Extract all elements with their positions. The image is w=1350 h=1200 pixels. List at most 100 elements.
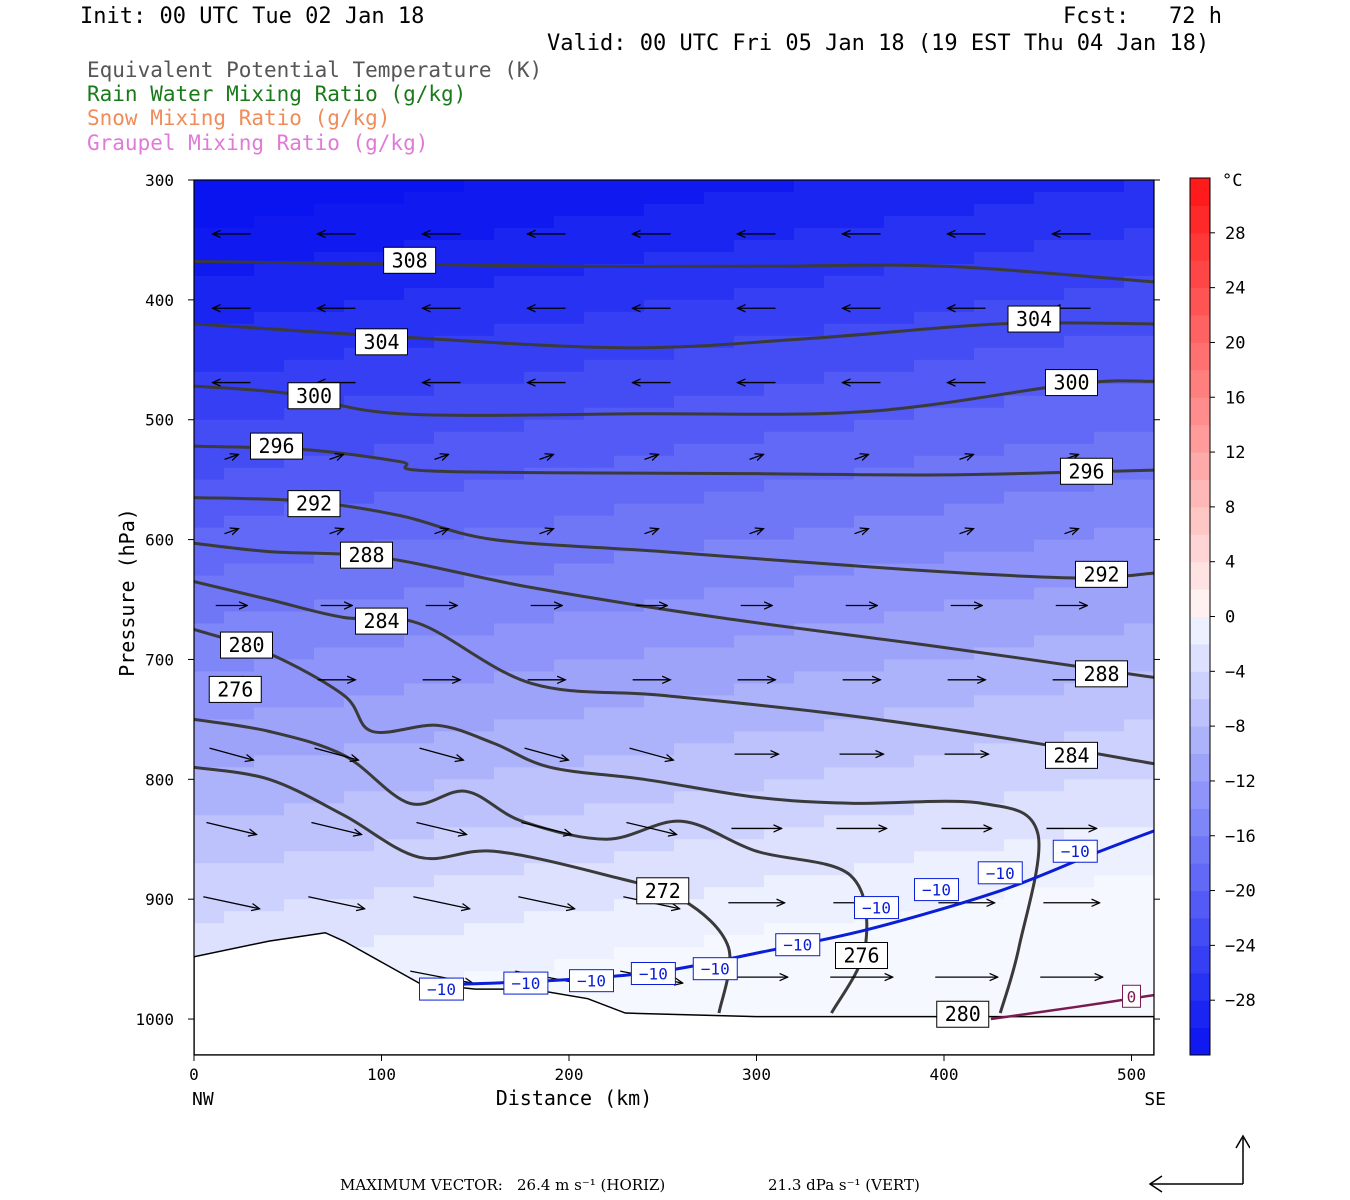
shading-cell: [704, 515, 735, 529]
shading-cell: [644, 287, 675, 301]
shading-cell: [704, 395, 735, 409]
shading-cell: [944, 515, 975, 529]
shading-cell: [194, 311, 225, 325]
shading-cell: [1124, 347, 1154, 361]
colorbar-bin: [1190, 1000, 1210, 1029]
shading-cell: [914, 347, 945, 361]
shading-cell: [1064, 491, 1095, 505]
shading-cell: [914, 203, 945, 217]
shading-cell: [494, 563, 525, 577]
shading-cell: [1094, 647, 1125, 661]
shading-cell: [734, 911, 765, 924]
colorbar-bin: [1190, 561, 1210, 590]
shading-cell: [914, 947, 945, 960]
colorbar-bin: [1190, 452, 1210, 480]
shading-cell: [224, 263, 255, 277]
shading-cell: [614, 695, 645, 708]
shading-cell: [344, 491, 375, 505]
shading-cell: [314, 731, 345, 744]
shading-cell: [464, 191, 495, 205]
shading-cell: [1094, 815, 1125, 828]
shading-cell: [974, 695, 1005, 708]
shading-cell: [224, 467, 255, 481]
shading-cell: [284, 371, 315, 385]
shading-cell: [404, 779, 435, 792]
shading-cell: [194, 875, 225, 888]
shading-cell: [854, 311, 885, 325]
shading-cell: [614, 479, 645, 493]
shading-cell: [674, 323, 705, 337]
shading-cell: [1124, 515, 1154, 529]
shading-cell: [194, 515, 225, 529]
shading-cell: [584, 755, 615, 768]
shading-cell: [1094, 887, 1125, 900]
shading-cell: [284, 299, 315, 313]
shading-cell: [1004, 695, 1035, 708]
shading-cell: [824, 587, 855, 601]
shading-cell: [1094, 407, 1125, 421]
shading-cell: [1124, 947, 1154, 960]
shading-cell: [434, 899, 465, 912]
shading-cell: [374, 395, 405, 409]
shading-cell: [584, 695, 615, 708]
theta-e-label-292: 292: [1083, 562, 1119, 586]
shading-cell: [554, 707, 585, 720]
shading-cell: [344, 647, 375, 661]
shading-cell: [434, 887, 465, 900]
shading-cell: [254, 347, 285, 361]
shading-cell: [824, 335, 855, 349]
shading-cell: [1124, 839, 1154, 852]
shading-cell: [1124, 827, 1154, 840]
shading-cell: [944, 239, 975, 253]
shading-cell: [194, 611, 225, 625]
shading-cell: [884, 395, 915, 409]
shading-cell: [734, 815, 765, 828]
shading-cell: [764, 887, 795, 900]
shading-cell: [824, 395, 855, 409]
shading-cell: [434, 575, 465, 589]
shading-cell: [764, 671, 795, 685]
shading-cell: [584, 455, 615, 469]
shading-cell: [884, 863, 915, 876]
shading-cell: [824, 635, 855, 649]
wind-vector: [524, 747, 569, 760]
shading-cell: [974, 791, 1005, 804]
shading-cell: [1064, 875, 1095, 888]
shading-cell: [494, 347, 525, 361]
shading-cell: [1124, 503, 1154, 517]
shading-cell: [554, 431, 585, 445]
shading-cell: [674, 215, 705, 229]
shading-cell: [1004, 923, 1035, 936]
shading-cell: [584, 239, 615, 253]
shading-cell: [524, 191, 555, 205]
shading-cell: [554, 203, 585, 217]
shading-cell: [974, 851, 1005, 864]
shading-cell: [674, 503, 705, 517]
shading-cell: [764, 180, 795, 193]
theta-e-label-284: 284: [363, 609, 399, 633]
shading-cell: [464, 551, 495, 565]
shading-cell: [824, 875, 855, 888]
shading-cell: [344, 683, 375, 697]
shading-cell: [974, 227, 1005, 241]
shading-cell: [344, 743, 375, 756]
shading-cell: [854, 875, 885, 888]
x-tick-label: 200: [555, 1065, 584, 1084]
shading-cell: [974, 275, 1005, 289]
shading-cell: [314, 419, 345, 433]
shading-cell: [224, 851, 255, 864]
shading-cell: [314, 347, 345, 361]
wind-vector: [308, 896, 364, 909]
shading-cell: [704, 599, 735, 613]
shading-cell: [1094, 299, 1125, 313]
shading-cell: [1064, 863, 1095, 876]
shading-cell: [884, 851, 915, 864]
shading-cell: [1124, 683, 1154, 697]
shading-cell: [374, 575, 405, 589]
shading-cell: [464, 935, 495, 948]
theta-e-label-284-box: [355, 607, 408, 635]
y-tick-label: 600: [145, 531, 174, 550]
shading-cell: [674, 251, 705, 265]
y-tick-label: 900: [145, 890, 174, 909]
shading-cell: [734, 479, 765, 493]
